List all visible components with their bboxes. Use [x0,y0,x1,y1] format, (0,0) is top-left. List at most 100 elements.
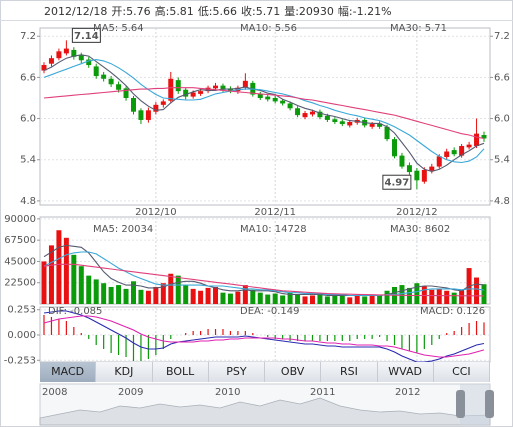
volume-bar [369,294,375,304]
indicator-tab[interactable]: RSI [321,362,378,382]
indicator-tab[interactable]: OBV [265,362,322,382]
annotation: 4.97 [385,178,410,189]
navigator-handle-right[interactable] [485,390,494,418]
volume-bar [295,294,301,304]
candle-body [213,85,219,89]
volume-bar [324,296,330,304]
candle-body [317,111,323,118]
quote-field: 2012/12/18 [44,5,108,18]
candle-body [272,97,278,102]
volume-bar [190,288,196,304]
x-tick-label: 2012/10 [135,207,177,218]
candle-body [190,92,196,97]
volume-bar [399,285,405,304]
indicator-tab[interactable]: PSY [208,362,265,382]
quote-field: 量:20930 [284,5,334,18]
indicator-tab[interactable]: WVAD [377,362,434,382]
candle-body [377,123,383,127]
volume-bar [145,290,151,304]
volume-bar [332,295,338,304]
legend-entry: MA5: 5.64 [93,23,144,34]
volume-bar [213,286,219,304]
candle-body [41,65,47,71]
candle-body [436,156,442,167]
quote-field: 幅:-1.21% [337,5,392,18]
candle-body [63,48,69,54]
y-tick-label: 5.4 [20,155,36,166]
candle-body [451,150,457,155]
candle-body [347,121,353,126]
quote-field: 低:5.66 [197,5,238,18]
candle-body [175,80,181,92]
volume-bar [272,293,278,304]
quote-field: 高:5.81 [154,5,194,18]
candle-body [399,155,405,167]
candle-body [168,78,174,101]
volume-bar [474,277,480,304]
y-tick-label: 90000 [4,214,36,225]
candle-body [145,110,151,120]
indicator-tab[interactable]: BOLL [152,362,209,382]
candle-body [101,74,107,79]
y-tick-label: 6.0 [20,114,36,125]
candle-body [48,58,54,64]
x-tick-label: 2012/12 [396,207,438,218]
candle-body [429,166,435,171]
y-tick-label: 6.0 [494,114,510,125]
volume-bar [436,288,442,304]
candle-body [332,119,338,122]
navigator-year: 2009 [118,387,143,398]
volume-bar [347,297,353,304]
volume-bar [317,293,323,304]
candle-body [183,89,189,97]
volume-bar [220,292,226,304]
indicator-tab[interactable]: MACD [40,362,97,382]
y-tick-label: 7.2 [20,31,36,42]
volume-bar [175,275,181,304]
volume-bar [198,290,204,304]
volume-bar [377,295,383,304]
candle-body [324,115,330,120]
volume-bar [384,290,390,304]
volume-bar [138,289,144,304]
y-tick-label: 4.8 [20,196,36,207]
navigator-handle-left[interactable] [456,390,465,418]
volume-bar [362,296,368,304]
y-tick-label: 22500 [4,278,36,289]
candle-body [257,93,263,98]
y-tick-label: 6.6 [494,72,510,83]
quote-header: 2012/12/18 开:5.76 高:5.81 低:5.66 收:5.71 量:2093… [44,3,396,19]
candle-body [56,51,62,59]
volume-bar [116,285,122,304]
annotation-box [71,27,101,43]
candle-body [384,126,390,140]
candle-body [220,85,226,90]
navigator-year: 2010 [215,387,240,398]
volume-bar [56,230,62,304]
candle-body [309,111,315,115]
candle-body [369,124,375,127]
volume-bar [205,287,211,304]
volume-bar [123,288,129,304]
indicator-tab[interactable]: CCI [433,362,490,382]
volume-bar [235,291,241,304]
y-tick-label: 0.000 [7,330,36,341]
candle-body [160,101,166,105]
navigator-year: 2012 [395,387,420,398]
line-series [43,251,485,297]
legend-entry: MACD: 0.126 [420,306,485,317]
volume-bar [451,292,457,304]
candle-body [153,104,159,112]
quote-field: 收:5.71 [241,5,281,18]
y-tick-label: -0.253 [4,355,36,366]
candle-body [123,88,129,98]
volume-bar [406,287,412,304]
volume-bar [160,283,166,304]
candle-body [295,108,301,116]
candle-body [86,59,92,66]
volume-bar [265,294,271,304]
indicator-tab[interactable]: KDJ [96,362,153,382]
x-tick-label: 2012/11 [254,207,296,218]
